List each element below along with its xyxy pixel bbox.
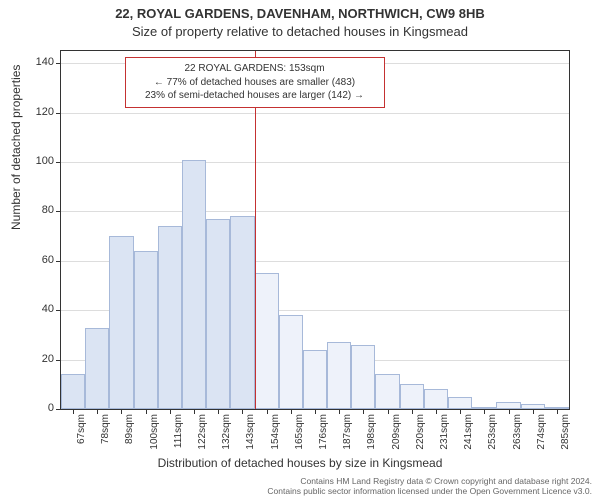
- callout-line-3: 23% of semi-detached houses are larger (…: [134, 89, 376, 103]
- histogram-bar: [158, 226, 182, 409]
- xtick-label: 220sqm: [415, 414, 426, 450]
- histogram-bar: [375, 374, 399, 409]
- histogram-bar: [206, 219, 230, 409]
- ytick-mark: [56, 162, 61, 163]
- ytick-label: 0: [14, 402, 54, 414]
- histogram-bar: [279, 315, 303, 409]
- xtick-label: 209sqm: [391, 414, 402, 450]
- xtick-mark: [315, 409, 316, 414]
- histogram-bar: [85, 328, 109, 409]
- histogram-bar: [496, 402, 520, 409]
- footer-line-1: Contains HM Land Registry data © Crown c…: [0, 476, 592, 487]
- ytick-label: 100: [14, 155, 54, 167]
- xtick-label: 143sqm: [245, 414, 256, 450]
- xtick-mark: [557, 409, 558, 414]
- xtick-label: 89sqm: [124, 414, 135, 444]
- gridline: [61, 162, 569, 163]
- ytick-label: 40: [14, 303, 54, 315]
- xtick-mark: [97, 409, 98, 414]
- xtick-label: 165sqm: [294, 414, 305, 450]
- histogram-bar: [400, 384, 424, 409]
- xtick-label: 154sqm: [270, 414, 281, 450]
- histogram-bar: [182, 160, 206, 409]
- xtick-label: 187sqm: [342, 414, 353, 450]
- xtick-mark: [533, 409, 534, 414]
- xtick-mark: [412, 409, 413, 414]
- xtick-label: 198sqm: [366, 414, 377, 450]
- histogram-bar: [351, 345, 375, 409]
- histogram-bar: [61, 374, 85, 409]
- xtick-mark: [339, 409, 340, 414]
- chart-container: 22, ROYAL GARDENS, DAVENHAM, NORTHWICH, …: [0, 0, 600, 500]
- gridline: [61, 211, 569, 212]
- histogram-bar: [327, 342, 351, 409]
- x-axis-label: Distribution of detached houses by size …: [0, 456, 600, 470]
- ytick-label: 120: [14, 106, 54, 118]
- xtick-mark: [267, 409, 268, 414]
- histogram-bar: [109, 236, 133, 409]
- ytick-mark: [56, 211, 61, 212]
- callout-line-1: 22 ROYAL GARDENS: 153sqm: [134, 62, 376, 76]
- xtick-mark: [436, 409, 437, 414]
- ytick-label: 140: [14, 56, 54, 68]
- ytick-mark: [56, 310, 61, 311]
- histogram-bar: [255, 273, 279, 409]
- xtick-label: 67sqm: [76, 414, 87, 444]
- ytick-label: 20: [14, 353, 54, 365]
- xtick-label: 231sqm: [439, 414, 450, 450]
- histogram-bar: [230, 216, 254, 409]
- xtick-mark: [73, 409, 74, 414]
- xtick-label: 176sqm: [318, 414, 329, 450]
- histogram-bar: [303, 350, 327, 409]
- xtick-mark: [121, 409, 122, 414]
- ytick-label: 60: [14, 254, 54, 266]
- histogram-bar: [448, 397, 472, 409]
- histogram-bar: [134, 251, 158, 409]
- chart-title-address: 22, ROYAL GARDENS, DAVENHAM, NORTHWICH, …: [0, 6, 600, 21]
- xtick-mark: [388, 409, 389, 414]
- xtick-label: 78sqm: [100, 414, 111, 444]
- xtick-mark: [484, 409, 485, 414]
- xtick-mark: [509, 409, 510, 414]
- xtick-mark: [170, 409, 171, 414]
- xtick-label: 253sqm: [487, 414, 498, 450]
- xtick-label: 111sqm: [173, 414, 184, 448]
- xtick-mark: [363, 409, 364, 414]
- xtick-label: 241sqm: [463, 414, 474, 450]
- xtick-label: 285sqm: [560, 414, 571, 450]
- xtick-label: 274sqm: [536, 414, 547, 450]
- footer-line-2: Contains public sector information licen…: [0, 486, 592, 497]
- histogram-bar: [424, 389, 448, 409]
- xtick-label: 263sqm: [512, 414, 523, 450]
- xtick-mark: [194, 409, 195, 414]
- gridline: [61, 113, 569, 114]
- callout-line-2: ← 77% of detached houses are smaller (48…: [134, 76, 376, 90]
- xtick-mark: [291, 409, 292, 414]
- ytick-mark: [56, 63, 61, 64]
- xtick-label: 132sqm: [221, 414, 232, 450]
- ytick-mark: [56, 113, 61, 114]
- xtick-mark: [218, 409, 219, 414]
- ytick-mark: [56, 261, 61, 262]
- chart-title-subtitle: Size of property relative to detached ho…: [0, 24, 600, 39]
- xtick-mark: [460, 409, 461, 414]
- plot-area: 22 ROYAL GARDENS: 153sqm← 77% of detache…: [60, 50, 570, 410]
- xtick-label: 122sqm: [197, 414, 208, 450]
- footer-attribution: Contains HM Land Registry data © Crown c…: [0, 476, 592, 497]
- xtick-label: 100sqm: [149, 414, 160, 450]
- callout-box: 22 ROYAL GARDENS: 153sqm← 77% of detache…: [125, 57, 385, 108]
- ytick-mark: [56, 409, 61, 410]
- xtick-mark: [146, 409, 147, 414]
- xtick-mark: [242, 409, 243, 414]
- ytick-mark: [56, 360, 61, 361]
- ytick-label: 80: [14, 204, 54, 216]
